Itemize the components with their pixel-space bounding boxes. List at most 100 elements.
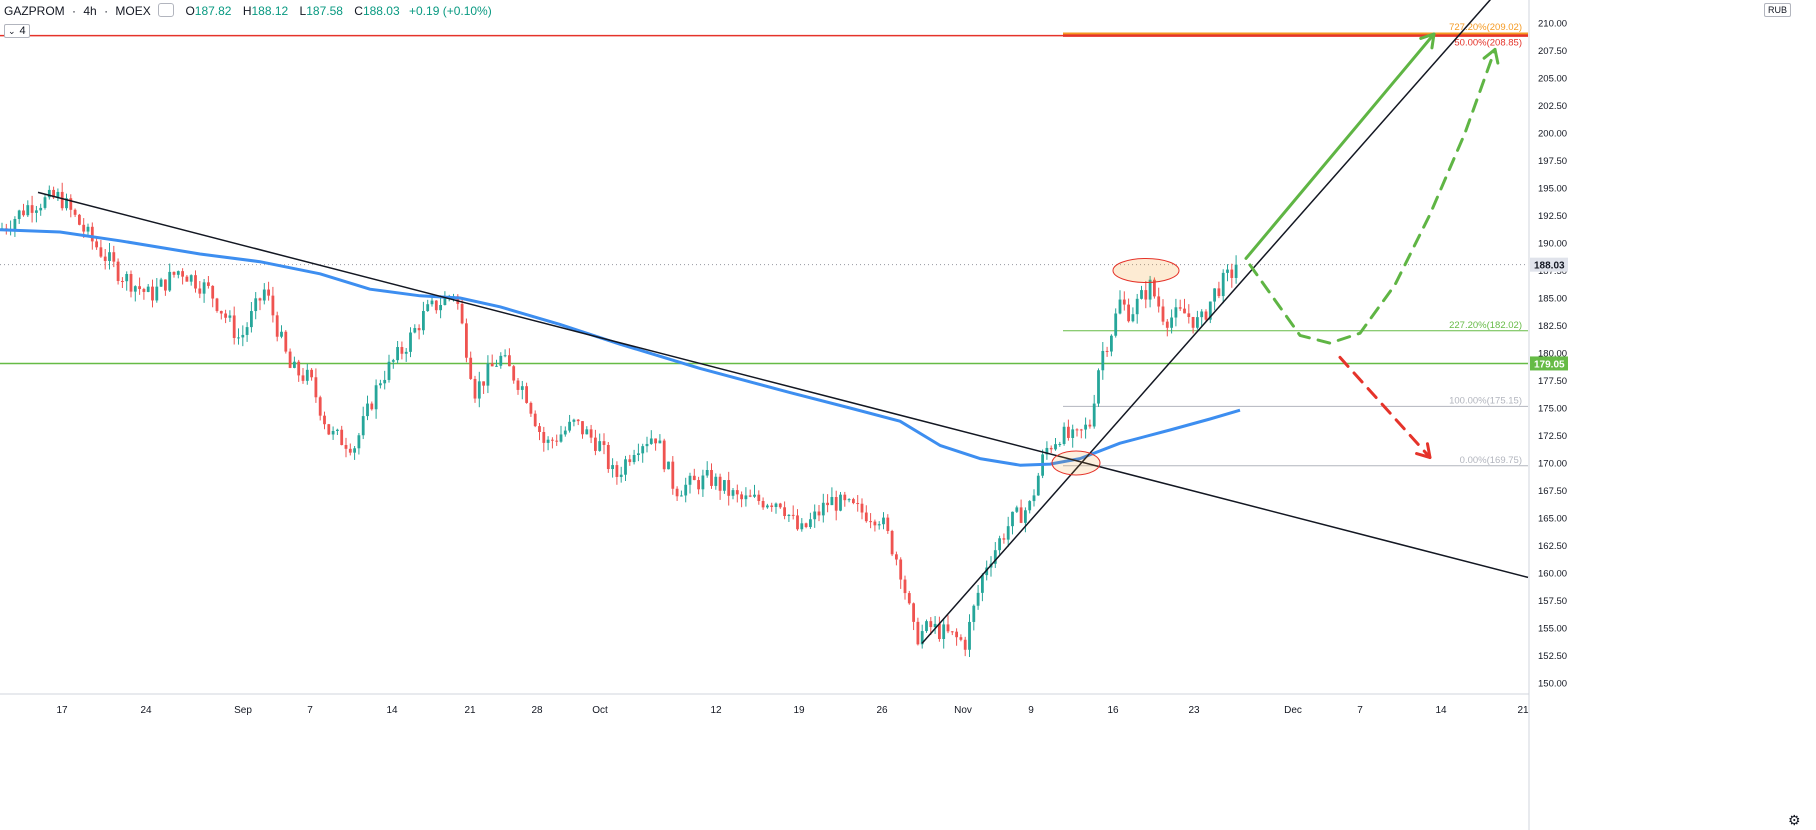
candle-body xyxy=(735,490,739,495)
interval-label[interactable]: 4h xyxy=(83,4,97,18)
candle-body xyxy=(189,275,193,282)
x-tick-label: 19 xyxy=(793,705,805,716)
candle-body xyxy=(869,521,872,523)
candle-body xyxy=(542,432,546,443)
bullish-arrow xyxy=(1244,32,1436,260)
candle-body xyxy=(826,502,829,506)
candle-body xyxy=(649,438,653,444)
candle-body xyxy=(116,261,120,281)
candle-body xyxy=(460,303,464,324)
candle-body xyxy=(641,446,645,454)
open-value: 187.82 xyxy=(194,4,232,18)
indicator-toggle[interactable]: ⌄ 4 xyxy=(4,24,30,38)
candle-body xyxy=(465,323,468,358)
candle-body xyxy=(409,332,412,352)
candle-body xyxy=(486,363,490,386)
candle-body xyxy=(1135,298,1139,315)
candle-body xyxy=(13,219,17,230)
candle-body xyxy=(1097,370,1100,404)
candle-body xyxy=(667,461,670,470)
y-tick-label: 162.50 xyxy=(1538,541,1567,552)
y-tick-label: 170.00 xyxy=(1538,459,1567,470)
candle-body xyxy=(228,315,232,318)
candle-body xyxy=(336,429,339,431)
candle-body xyxy=(637,453,640,455)
arrow-head xyxy=(1415,442,1432,459)
candle-body xyxy=(503,355,507,357)
candle-body xyxy=(297,361,301,376)
x-tick-label: 26 xyxy=(876,705,888,716)
candle-body xyxy=(615,465,619,477)
candle-body xyxy=(52,189,55,198)
x-tick-label: Oct xyxy=(592,705,608,716)
x-tick-label: 16 xyxy=(1107,705,1119,716)
currency-badge[interactable]: RUB xyxy=(1764,3,1792,17)
candle-body xyxy=(1058,443,1062,445)
candle-body xyxy=(69,198,73,210)
y-tick-label: 160.00 xyxy=(1538,569,1567,580)
candle-body xyxy=(895,554,898,560)
candle-body xyxy=(82,224,86,232)
fib-level-label: 100.00%(175.15) xyxy=(1449,395,1522,406)
candle-body xyxy=(529,402,533,414)
candle-body xyxy=(718,476,722,491)
fib-level-label: 227.20%(182.02) xyxy=(1449,320,1522,331)
candle-body xyxy=(1127,304,1130,322)
candle-body xyxy=(568,421,571,431)
candle-body xyxy=(275,315,279,337)
candle-body xyxy=(133,286,137,292)
y-tick-label: 180.00 xyxy=(1538,349,1567,360)
candle-body xyxy=(39,207,43,211)
candle-body xyxy=(469,357,473,379)
candle-body xyxy=(907,593,911,604)
candle-body xyxy=(125,274,129,282)
change-value: +0.19 (+0.10%) xyxy=(409,4,492,18)
candle-body xyxy=(103,256,107,261)
arrow-head xyxy=(1482,47,1500,65)
x-tick-label: Sep xyxy=(234,705,252,716)
candle-body xyxy=(1049,447,1053,450)
candle-body xyxy=(490,363,494,367)
visibility-icon[interactable] xyxy=(158,3,175,17)
fib-level-label: 0.00%(169.75) xyxy=(1460,455,1522,466)
gear-icon[interactable]: ⚙ xyxy=(1788,812,1801,828)
candle-body xyxy=(314,377,318,398)
candle-body xyxy=(443,296,447,305)
candle-body xyxy=(744,495,748,500)
candle-body xyxy=(108,252,111,261)
x-tick-label: 23 xyxy=(1188,705,1200,716)
candle-body xyxy=(383,379,387,384)
candle-body xyxy=(925,621,928,632)
candle-body xyxy=(1191,316,1195,328)
candle-body xyxy=(903,579,907,594)
candle-body xyxy=(1157,296,1161,307)
candle-body xyxy=(65,198,68,209)
candle-body xyxy=(1079,429,1083,431)
candle-body xyxy=(348,448,352,453)
y-tick-label: 195.00 xyxy=(1538,184,1567,195)
candle-body xyxy=(396,347,399,361)
candle-body xyxy=(753,494,756,497)
candle-body xyxy=(538,426,541,433)
candle-body xyxy=(985,567,989,576)
candle-body xyxy=(787,514,791,517)
symbol-name[interactable]: GAZPROM xyxy=(4,4,65,18)
candle-body xyxy=(697,480,700,490)
y-tick-label: 150.00 xyxy=(1538,679,1567,690)
candle-body xyxy=(271,295,275,316)
close-key: C xyxy=(354,4,363,18)
candle-body xyxy=(198,288,202,294)
candle-body xyxy=(1187,313,1191,317)
candle-body xyxy=(796,515,799,530)
candle-body xyxy=(705,470,709,476)
candle-body xyxy=(1084,424,1087,430)
support-price-tag: 179.05 xyxy=(1534,359,1565,370)
candle-body xyxy=(499,355,503,366)
candle-body xyxy=(632,454,636,463)
candle-body xyxy=(946,624,950,632)
x-tick-label: 21 xyxy=(464,705,476,716)
candle-body xyxy=(950,631,954,633)
candle-body xyxy=(882,517,885,525)
candle-body xyxy=(572,419,576,422)
